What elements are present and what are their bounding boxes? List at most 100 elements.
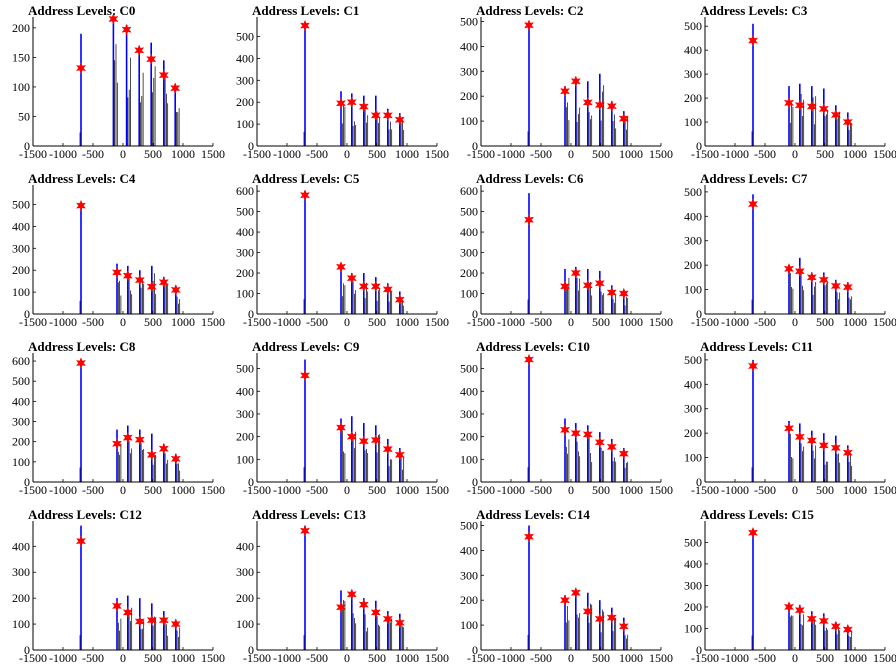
peak-marker xyxy=(570,75,581,88)
y-tick-label: 500 xyxy=(236,30,254,44)
y-tick-label: 0 xyxy=(696,475,702,489)
x-tick-label: -1000 xyxy=(721,315,749,329)
peak-marker xyxy=(842,623,853,636)
peak-marker xyxy=(618,620,629,633)
x-tick-label: 1000 xyxy=(395,315,419,329)
y-tick-label: 400 xyxy=(460,543,478,557)
peak-marker xyxy=(158,614,169,627)
peak-marker xyxy=(594,99,605,111)
peak-marker xyxy=(570,267,581,279)
x-tick-label: 1000 xyxy=(619,147,643,161)
y-tick-label: 300 xyxy=(236,73,254,87)
peak-marker xyxy=(582,428,593,441)
peak-marker xyxy=(121,23,132,36)
chart-panel: Address Levels: C11 -1500 -1000 -500 0 500 100… xyxy=(672,336,896,504)
peak-marker xyxy=(370,280,381,293)
y-tick-label: 100 xyxy=(12,455,30,469)
x-tick-label: 1000 xyxy=(395,147,419,161)
y-tick-label: 200 xyxy=(12,263,30,277)
y-tick-label: 400 xyxy=(460,384,478,398)
peak-marker xyxy=(570,427,581,440)
x-tick-label: 500 xyxy=(592,147,610,161)
y-tick-label: 500 xyxy=(684,185,702,199)
chart-panel: Address Levels: C12 -1500 -1000 -500 0 500 100… xyxy=(0,504,225,672)
peak-marker xyxy=(582,605,593,618)
y-tick-label: 100 xyxy=(460,287,478,301)
y-tick-label: 0 xyxy=(248,475,254,489)
x-tick-label: 1500 xyxy=(201,315,225,329)
chart-svg: Address Levels: C15 -1500 -1000 -500 0 500 100… xyxy=(684,507,896,665)
y-tick-label: 0 xyxy=(696,307,702,321)
peak-marker xyxy=(806,271,817,284)
x-tick-label: 500 xyxy=(368,147,386,161)
y-tick-label: 200 xyxy=(236,266,254,280)
x-tick-label: -1500 xyxy=(467,315,495,329)
peak-marker xyxy=(158,69,169,82)
peak-marker xyxy=(111,600,123,612)
chart-panel: Address Levels: C4 -1500 -1000 -500 0 500 1000… xyxy=(0,168,225,336)
peak-marker xyxy=(559,280,571,293)
peak-marker xyxy=(382,613,393,625)
x-tick-label: -1500 xyxy=(691,651,719,665)
peak-marker xyxy=(818,273,829,286)
peak-marker xyxy=(335,421,347,434)
peak-marker xyxy=(842,116,853,128)
x-tick-label: 500 xyxy=(368,651,386,665)
peak-marker xyxy=(606,100,617,113)
x-tick-label: 1000 xyxy=(171,651,195,665)
x-tick-label: 0 xyxy=(792,483,798,497)
x-tick-label: 0 xyxy=(344,483,350,497)
x-tick-label: -500 xyxy=(754,651,776,665)
peak-marker xyxy=(358,598,369,611)
y-tick-label: 0 xyxy=(24,475,30,489)
x-tick-label: 1500 xyxy=(649,315,673,329)
peak-marker xyxy=(370,109,381,122)
peak-marker xyxy=(830,280,841,292)
y-tick-label: 500 xyxy=(684,535,702,549)
peak-marker xyxy=(794,430,805,443)
x-tick-label: -1500 xyxy=(691,147,719,161)
y-tick-label: 200 xyxy=(12,21,30,35)
chart-title: Address Levels: C7 xyxy=(700,171,808,186)
x-tick-label: 1500 xyxy=(201,483,225,497)
x-tick-label: 0 xyxy=(792,651,798,665)
peak-marker xyxy=(783,96,795,109)
x-tick-label: -1000 xyxy=(721,651,749,665)
x-tick-label: -1500 xyxy=(243,147,271,161)
x-tick-label: 1000 xyxy=(171,315,195,329)
peak-marker xyxy=(111,437,123,450)
y-tick-label: 200 xyxy=(684,426,702,440)
chart-panel: Address Levels: C5 -1500 -1000 -500 0 500 1000… xyxy=(224,168,449,336)
y-tick-label: 400 xyxy=(236,51,254,65)
peak-marker xyxy=(606,611,617,624)
peak-marker xyxy=(783,601,795,613)
x-tick-label: 0 xyxy=(568,651,574,665)
x-tick-label: 0 xyxy=(568,315,574,329)
y-tick-label: 400 xyxy=(12,219,30,233)
peak-marker xyxy=(134,44,145,57)
peak-marker xyxy=(299,369,311,382)
y-tick-label: 500 xyxy=(12,198,30,212)
x-tick-label: -500 xyxy=(754,315,776,329)
y-tick-label: 400 xyxy=(12,394,30,408)
peak-marker xyxy=(523,353,535,366)
x-tick-label: -1000 xyxy=(497,651,525,665)
peak-marker xyxy=(122,431,133,444)
y-tick-label: 400 xyxy=(684,209,702,223)
peak-marker xyxy=(346,272,357,285)
y-tick-label: 100 xyxy=(460,618,478,632)
y-tick-label: 300 xyxy=(460,568,478,582)
peak-marker xyxy=(358,280,369,293)
peak-marker xyxy=(358,100,369,113)
y-tick-label: 100 xyxy=(460,114,478,128)
y-tick-label: 300 xyxy=(684,402,702,416)
y-tick-label: 100 xyxy=(236,117,254,131)
chart-title: Address Levels: C5 xyxy=(252,171,360,186)
chart-svg: Address Levels: C2-1500 -1000 -500 0 500 1000… xyxy=(460,3,673,161)
peak-marker xyxy=(618,112,629,125)
x-tick-label: -1000 xyxy=(273,147,301,161)
x-tick-label: 0 xyxy=(120,651,126,665)
peak-marker xyxy=(394,448,405,461)
x-tick-label: -1000 xyxy=(497,147,525,161)
y-tick-label: 500 xyxy=(236,205,254,219)
